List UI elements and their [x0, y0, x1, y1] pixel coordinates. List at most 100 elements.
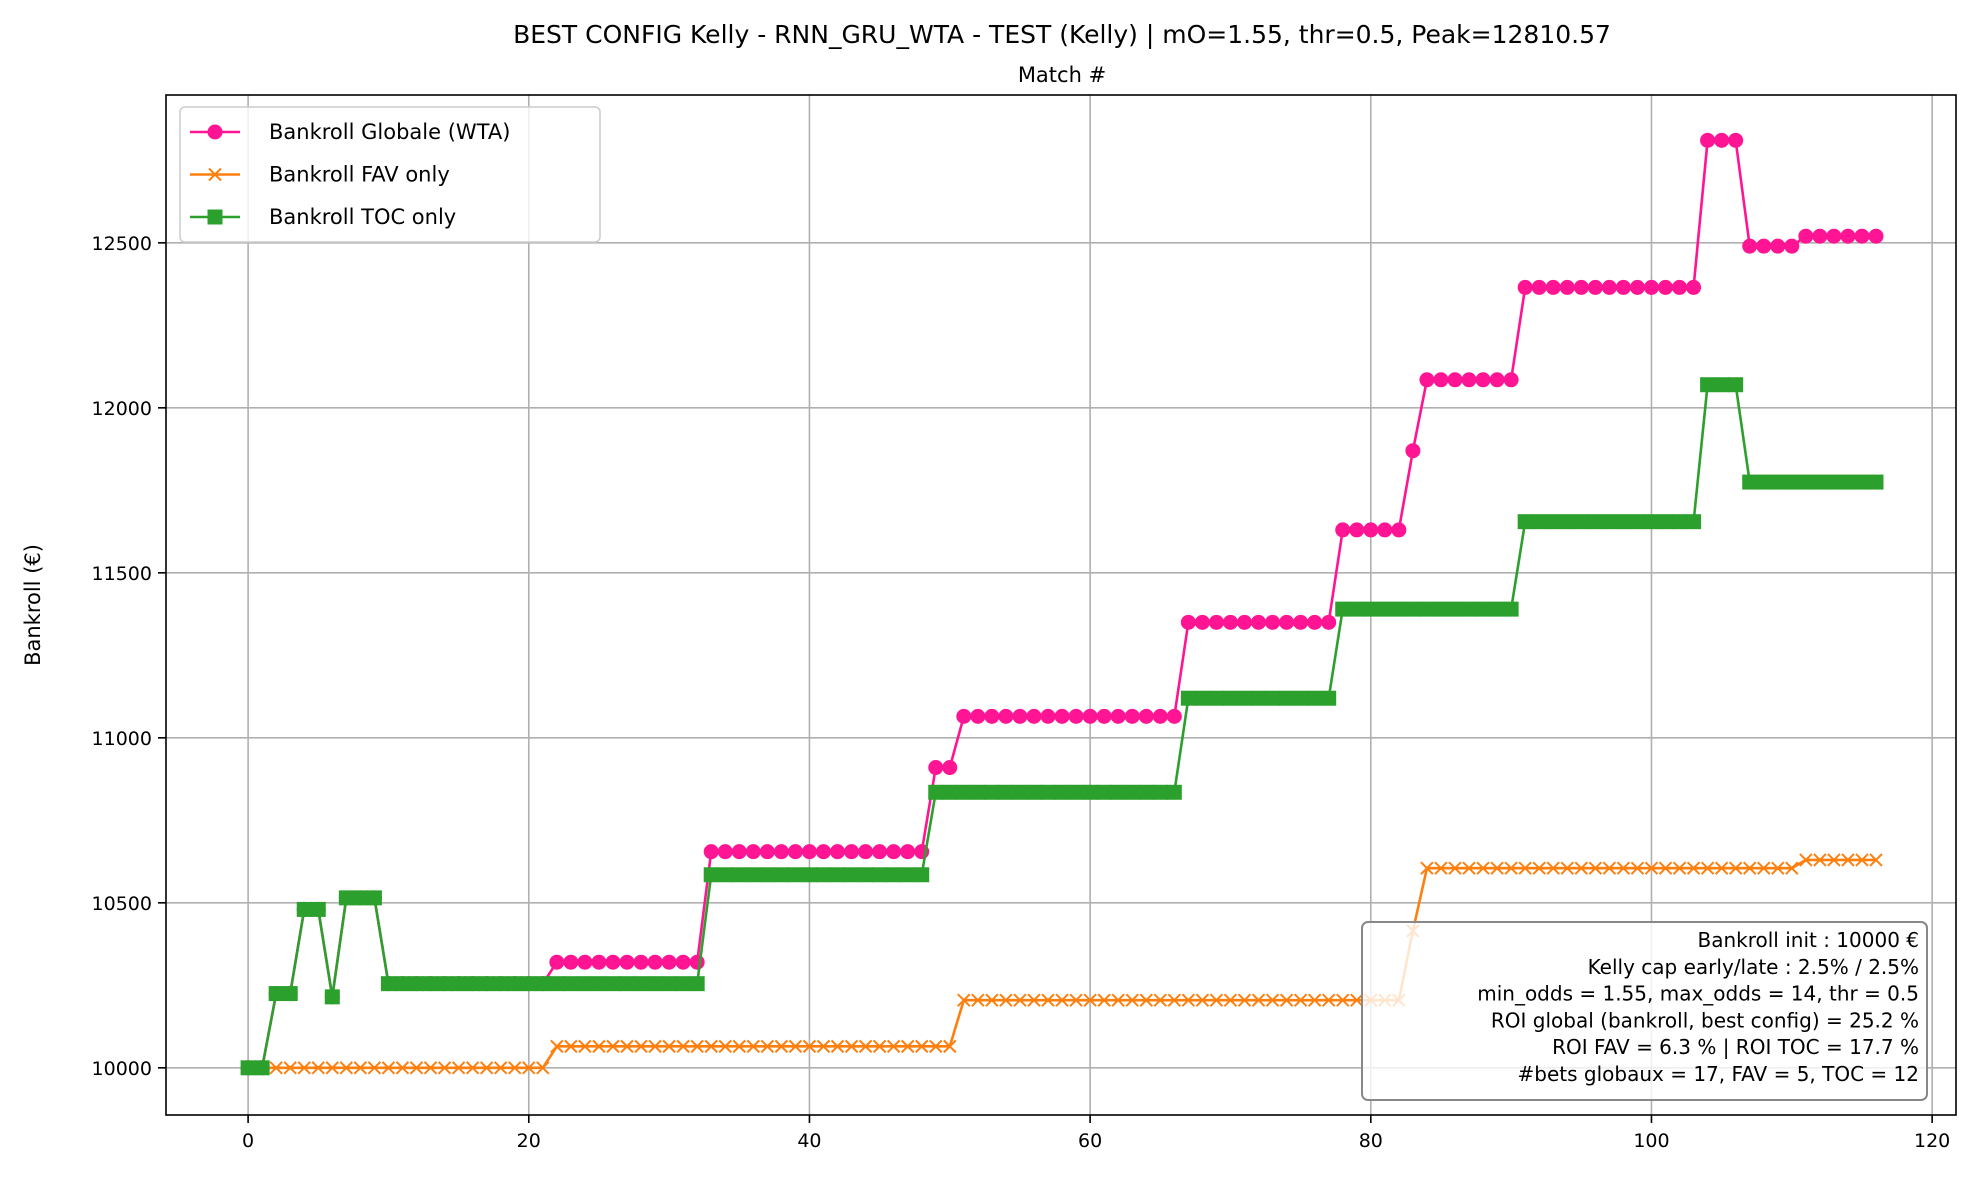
data-point [970, 784, 986, 800]
y-tick-label: 12000 [92, 398, 152, 420]
data-point [900, 1039, 915, 1054]
data-point [1784, 474, 1800, 490]
data-point [732, 1039, 746, 1054]
data-point [1855, 853, 1869, 867]
data-point [662, 1039, 676, 1054]
data-point [1152, 708, 1168, 724]
data-point [985, 993, 999, 1007]
data-point [1616, 861, 1631, 875]
data-point [1587, 279, 1603, 295]
data-point [1124, 708, 1140, 724]
data-point [718, 1039, 732, 1054]
legend: Bankroll Globale (WTA) Bankroll FAV only B… [179, 106, 601, 243]
data-point [1601, 279, 1617, 295]
data-point [1054, 708, 1070, 724]
data-point [578, 1039, 592, 1054]
data-point [1587, 514, 1603, 530]
data-point [648, 1039, 662, 1054]
data-point [1110, 784, 1126, 800]
data-point [591, 976, 607, 992]
y-axis-label: Bankroll (€) [21, 544, 45, 666]
data-point [1700, 377, 1716, 393]
data-point [1461, 601, 1477, 617]
data-point [1279, 993, 1294, 1007]
data-point [999, 993, 1013, 1007]
data-point [915, 1039, 929, 1054]
data-point [367, 1061, 382, 1075]
data-point [661, 976, 677, 992]
data-point [493, 1061, 508, 1075]
legend-marker-icon [207, 209, 223, 225]
data-point [1419, 601, 1435, 617]
annotation-line: Bankroll init : 10000 € [1697, 928, 1919, 952]
data-point [563, 954, 579, 970]
data-point [773, 844, 789, 860]
data-point [1756, 238, 1772, 254]
data-point [816, 1039, 831, 1054]
data-point [1601, 514, 1617, 530]
data-point [563, 976, 579, 992]
data-point [1447, 372, 1463, 388]
data-point [1166, 784, 1182, 800]
chart-title: BEST CONFIG Kelly - RNN_GRU_WTA - TEST (… [513, 20, 1611, 49]
x-axis-label: Match # [1018, 63, 1106, 87]
data-point [1041, 993, 1055, 1007]
data-point [1265, 614, 1281, 630]
data-point [353, 1061, 368, 1075]
data-point [633, 954, 649, 970]
data-point [745, 867, 761, 883]
data-point [787, 867, 803, 883]
data-point [1335, 601, 1351, 617]
data-point [325, 1061, 340, 1075]
data-point [1012, 708, 1028, 724]
data-point [1307, 614, 1323, 630]
data-point [872, 844, 888, 860]
data-point [1194, 614, 1210, 630]
data-point [1643, 279, 1659, 295]
data-point [1461, 372, 1477, 388]
data-point [269, 1061, 283, 1075]
data-point [942, 760, 958, 776]
data-point [1222, 690, 1238, 706]
data-point [1489, 601, 1505, 617]
data-point [1840, 474, 1856, 490]
y-tick-label: 11500 [92, 563, 152, 585]
data-point [1026, 708, 1042, 724]
data-point [1208, 690, 1224, 706]
data-point [675, 954, 691, 970]
data-point [1462, 861, 1476, 875]
data-point [1027, 993, 1041, 1007]
data-point [1180, 690, 1196, 706]
data-point [844, 844, 860, 860]
series-fav [241, 853, 1883, 1075]
data-point [1629, 279, 1645, 295]
data-point [858, 867, 874, 883]
data-point [1840, 228, 1856, 244]
data-point [549, 976, 565, 992]
data-point [1812, 474, 1828, 490]
data-point [1503, 601, 1519, 617]
data-point [366, 890, 382, 906]
data-point [984, 784, 1000, 800]
data-point [1181, 993, 1196, 1007]
data-point [1517, 514, 1533, 530]
data-point [1546, 861, 1560, 875]
data-point [493, 976, 509, 992]
data-point [1012, 784, 1028, 800]
data-point [984, 708, 1000, 724]
data-point [815, 844, 831, 860]
data-point [1195, 993, 1210, 1007]
data-point [1293, 614, 1309, 630]
data-point [1068, 784, 1084, 800]
data-point [1279, 614, 1295, 630]
data-point [844, 867, 860, 883]
data-point [437, 976, 453, 992]
annotation-line: min_odds = 1.55, max_odds = 14, thr = 0.… [1477, 982, 1919, 1006]
data-point [1700, 132, 1716, 148]
data-point [1419, 372, 1435, 388]
data-point [297, 1061, 311, 1075]
data-point [465, 976, 481, 992]
data-point [1545, 279, 1561, 295]
data-point [1251, 614, 1267, 630]
data-point [1799, 853, 1813, 867]
